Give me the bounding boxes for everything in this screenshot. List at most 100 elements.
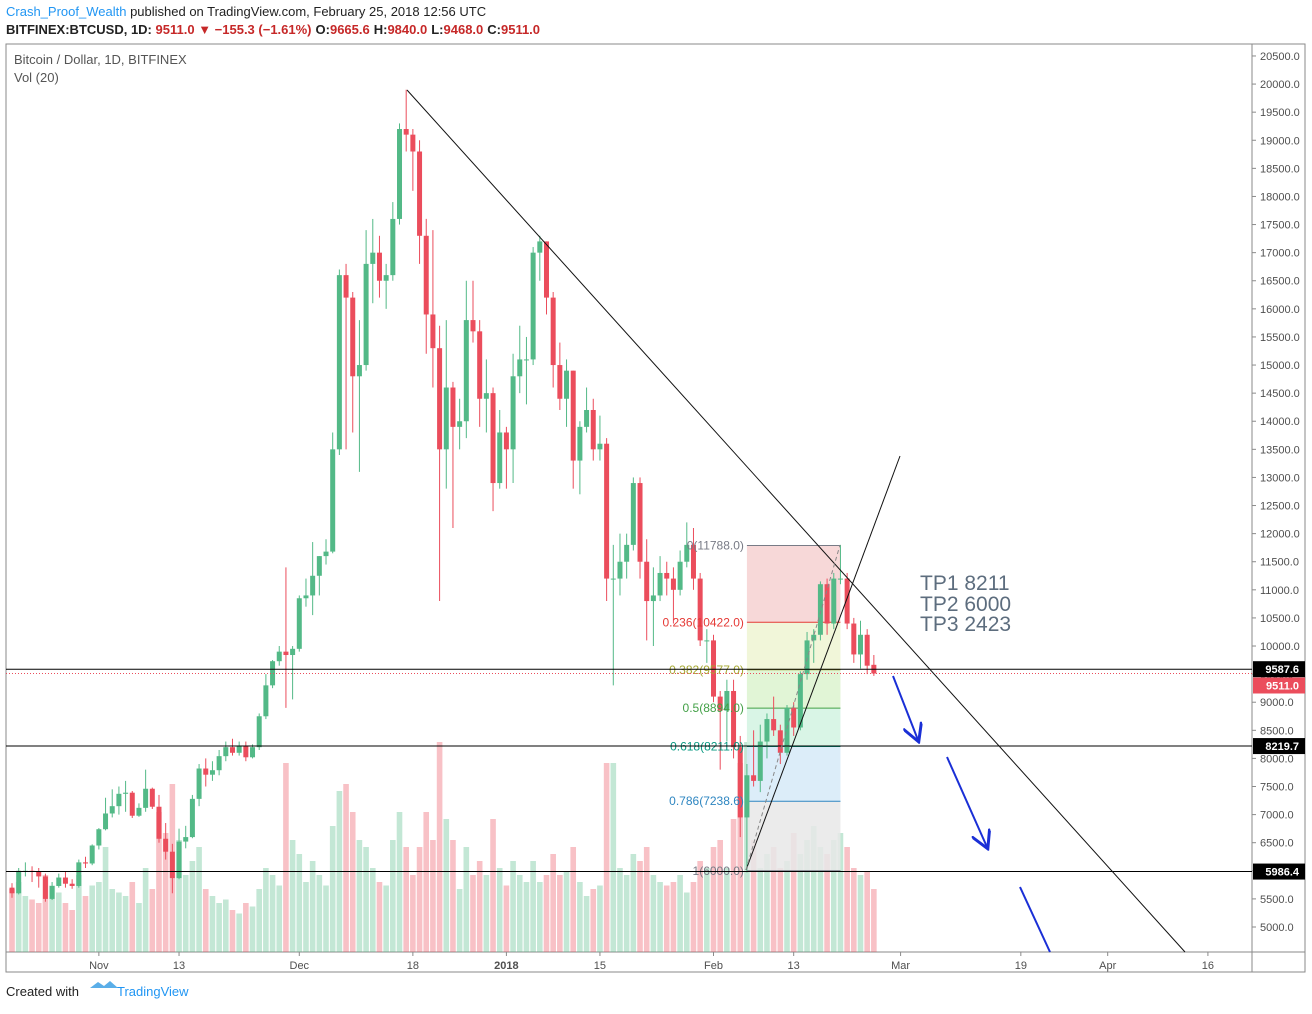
volume-bar <box>530 861 536 952</box>
candle-body <box>143 788 149 808</box>
candle-body <box>209 770 215 775</box>
volume-bar <box>116 892 122 952</box>
x-tick-label: 13 <box>788 960 800 972</box>
chart-title: Bitcoin / Dollar, 1D, BITFINEX <box>14 52 187 67</box>
volume-bar <box>29 899 35 952</box>
candle-body <box>123 792 129 794</box>
volume-bar <box>82 896 89 952</box>
candle-body <box>630 483 636 545</box>
volume-bar <box>690 882 697 952</box>
candle-body <box>336 275 342 450</box>
fib-band <box>746 801 841 871</box>
footer-brand[interactable]: TradingView <box>117 984 189 999</box>
candle-body <box>189 798 195 838</box>
volume-bar <box>770 847 777 952</box>
volume-bar <box>109 889 116 952</box>
fib-band <box>746 622 841 670</box>
volume-bar <box>463 847 470 952</box>
candle-body <box>149 788 155 807</box>
candle-body <box>290 648 296 656</box>
volume-bar <box>483 875 490 952</box>
volume-bar <box>710 847 717 952</box>
candle-body <box>844 578 850 624</box>
fib-label: 0.236(10422.0) <box>663 615 744 629</box>
volume-bar <box>717 840 723 952</box>
candle-body <box>510 376 516 450</box>
candle-body <box>717 696 723 711</box>
volume-bar <box>597 885 603 952</box>
candle-body <box>804 640 810 675</box>
volume-bar <box>363 847 369 952</box>
candle-body <box>343 275 349 298</box>
x-tick-label: 13 <box>173 960 185 972</box>
y-tick-label: 8500.0 <box>1260 725 1294 737</box>
candle-body <box>857 634 863 655</box>
y-tick-label: 15500.0 <box>1260 332 1300 344</box>
candle-body <box>470 320 476 332</box>
volume-bar <box>423 812 430 952</box>
candle-body <box>376 252 382 281</box>
candle-body <box>517 359 523 377</box>
candle-body <box>590 409 596 450</box>
volume-bar <box>790 833 797 952</box>
x-tick-label: Dec <box>290 960 310 972</box>
volume-bar <box>102 847 109 952</box>
candle-body <box>477 331 483 399</box>
volume-bar <box>263 868 269 952</box>
volume-bar <box>156 812 162 952</box>
volume-bar <box>617 868 623 952</box>
volume-bar <box>577 882 583 952</box>
ohlc-key: C: <box>487 22 501 37</box>
candle-body <box>711 640 717 697</box>
candle-body <box>223 747 229 757</box>
candle-body <box>690 544 696 579</box>
candle-body <box>744 775 750 818</box>
volume-bar <box>349 812 356 952</box>
candle-body <box>36 871 42 877</box>
candle-body <box>89 845 95 864</box>
volume-bar <box>510 861 516 952</box>
x-tick-label: 16 <box>1202 960 1214 972</box>
volume-bar <box>129 882 136 952</box>
candle-body <box>356 365 362 377</box>
volume-bar <box>683 892 690 952</box>
y-tick-label: 5500.0 <box>1260 894 1294 906</box>
volume-bar <box>9 889 15 952</box>
volume-bar <box>470 875 476 952</box>
trendline <box>406 89 1186 953</box>
volume-bar <box>316 875 323 952</box>
candle-body <box>370 252 376 264</box>
candle-body <box>637 483 643 562</box>
volume-bar <box>376 882 383 952</box>
volume-bar <box>737 763 744 952</box>
y-tick-label: 18500.0 <box>1260 163 1300 175</box>
last-price-tag <box>1253 677 1305 694</box>
ohlc-value: 9511.0 <box>501 22 540 37</box>
ohlc-key: H: <box>374 22 388 37</box>
candle-body <box>737 747 743 818</box>
candle-body <box>570 370 576 461</box>
volume-bar <box>637 861 643 952</box>
volume-bar <box>303 882 309 952</box>
candle-body <box>350 297 356 377</box>
volume-bar <box>182 875 189 952</box>
published: published on TradingView.com, February 2… <box>130 4 486 19</box>
footer-created: Created with <box>6 984 79 999</box>
volume-bar <box>724 868 730 952</box>
y-tick-label: 14500.0 <box>1260 388 1300 400</box>
volume-bar <box>543 875 550 952</box>
y-tick-label: 12500.0 <box>1260 501 1300 513</box>
volume-bar <box>35 903 42 952</box>
candle-body <box>76 862 82 886</box>
volume-bar <box>523 882 530 952</box>
candle-body <box>483 393 489 399</box>
y-tick-label: 13000.0 <box>1260 472 1300 484</box>
volume-bar <box>276 885 283 952</box>
volume-bar <box>670 882 677 952</box>
candle-body <box>584 409 590 427</box>
x-tick-label: 18 <box>407 960 419 972</box>
candle-body <box>229 747 235 753</box>
arrow <box>1019 886 1051 953</box>
volume-bar <box>22 896 29 952</box>
